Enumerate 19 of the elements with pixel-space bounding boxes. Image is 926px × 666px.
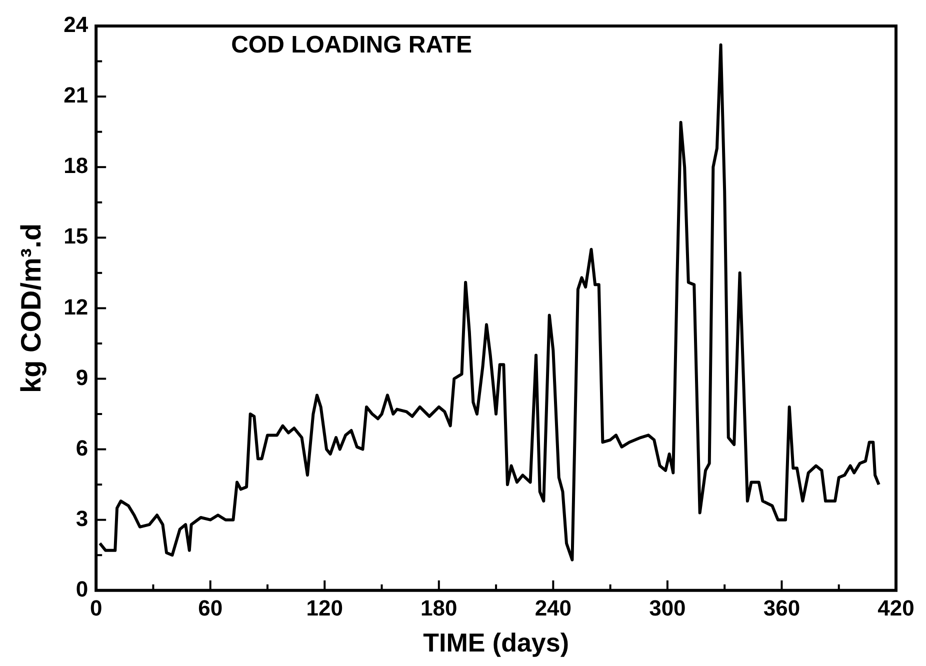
x-tick-label: 120 <box>306 596 343 621</box>
x-tick-label: 180 <box>420 596 458 621</box>
y-tick-label: 15 <box>64 224 88 249</box>
y-tick-label: 3 <box>76 506 88 531</box>
y-tick-label: 0 <box>76 576 88 602</box>
y-tick-label: 18 <box>64 153 88 178</box>
y-tick-label: 12 <box>64 294 88 320</box>
y-tick-label: 24 <box>64 12 89 38</box>
chart-title: COD LOADING RATE <box>231 32 472 59</box>
y-tick-label: 9 <box>76 364 88 390</box>
x-tick-label: 420 <box>878 596 914 621</box>
x-tick-label: 60 <box>198 596 223 621</box>
x-axis-title: TIME (days) <box>423 628 569 658</box>
x-tick-label: 240 <box>534 596 572 621</box>
y-tick-label: 21 <box>64 82 88 108</box>
y-axis-title: kg COD/m³.d <box>16 223 47 393</box>
x-tick-label: 300 <box>649 596 686 621</box>
x-tick-label: 360 <box>763 596 800 621</box>
y-tick-label: 6 <box>76 435 88 460</box>
